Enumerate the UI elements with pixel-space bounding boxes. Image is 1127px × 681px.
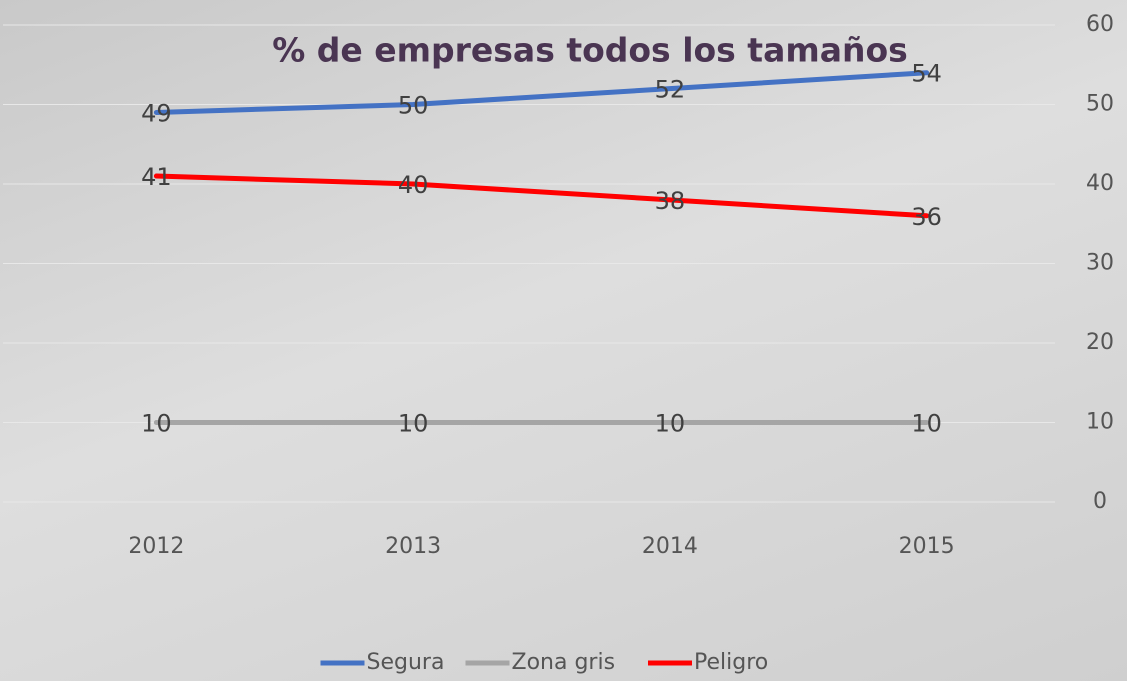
y-tick-label: 50 — [1086, 92, 1114, 117]
legend-label: Segura — [367, 650, 445, 675]
data-label: 10 — [655, 410, 686, 438]
line-series — [153, 173, 930, 219]
data-label: 10 — [398, 410, 429, 438]
data-label: 52 — [655, 76, 686, 104]
legend-label: Peligro — [694, 650, 768, 675]
legend-label: Zona gris — [512, 650, 616, 675]
y-tick-label: 10 — [1086, 410, 1114, 435]
data-label: 49 — [141, 99, 172, 127]
y-tick-label: 20 — [1086, 330, 1114, 355]
x-tick-label: 2013 — [385, 534, 441, 559]
chart-title: % de empresas todos los tamaños — [272, 31, 908, 70]
data-label: 50 — [398, 92, 429, 120]
data-label: 40 — [398, 171, 429, 199]
data-label: 10 — [141, 410, 172, 438]
data-label: 36 — [911, 203, 942, 231]
y-tick-label: 30 — [1086, 251, 1114, 276]
x-tick-label: 2014 — [642, 534, 698, 559]
data-label: 41 — [141, 163, 172, 191]
y-tick-label: 60 — [1086, 12, 1114, 37]
x-tick-label: 2015 — [899, 534, 955, 559]
data-label: 10 — [911, 410, 942, 438]
data-label: 54 — [911, 60, 942, 88]
y-tick-label: 40 — [1086, 171, 1114, 196]
y-tick-label: 0 — [1093, 489, 1107, 514]
data-label: 38 — [655, 187, 686, 215]
x-tick-label: 2012 — [128, 534, 184, 559]
line-series — [153, 70, 930, 115]
